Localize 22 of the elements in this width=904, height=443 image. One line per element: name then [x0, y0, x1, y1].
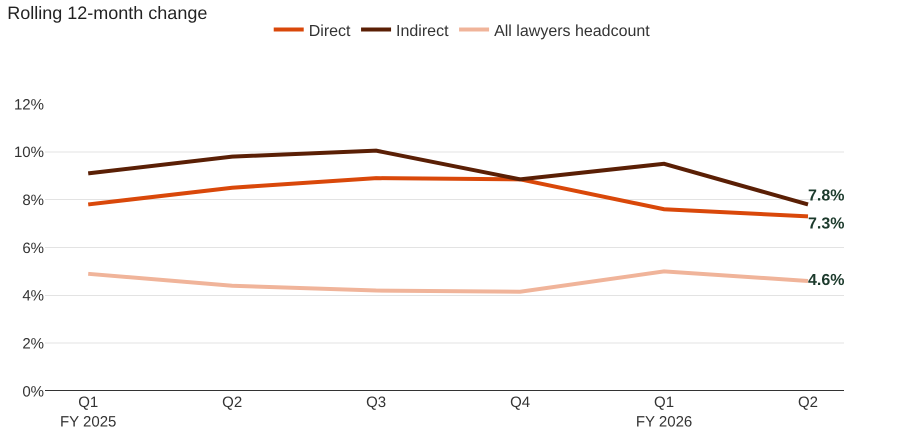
data-label: 4.6%	[808, 272, 844, 289]
x-tick-label: Q4	[510, 394, 530, 411]
legend-label: Indirect	[396, 22, 450, 40]
line-series	[86, 176, 810, 218]
y-tick-label: 8%	[22, 192, 44, 209]
y-tick-label: 6%	[22, 240, 44, 257]
x-tick-label: Q1 FY 2025	[60, 394, 116, 430]
y-tick-label: 4%	[22, 288, 44, 305]
data-label: 7.3%	[808, 215, 844, 232]
y-tick-label: 2%	[22, 335, 44, 352]
y-tick-label: 12%	[14, 96, 44, 114]
x-tick-label: Q2	[222, 394, 242, 411]
y-tick-label: 0%	[22, 383, 44, 400]
legend-label: All lawyers headcount	[494, 22, 650, 40]
x-tick-label: Q2	[798, 394, 818, 411]
legend-label: Direct	[308, 22, 352, 40]
x-tick-label: Q3	[366, 394, 386, 411]
y-tick-label: 10%	[14, 144, 44, 162]
data-label: 7.8%	[808, 187, 844, 204]
chart-title: Rolling 12-month change	[7, 3, 208, 24]
x-tick-label: Q1 FY 2026	[636, 394, 692, 430]
line-series	[86, 148, 810, 206]
